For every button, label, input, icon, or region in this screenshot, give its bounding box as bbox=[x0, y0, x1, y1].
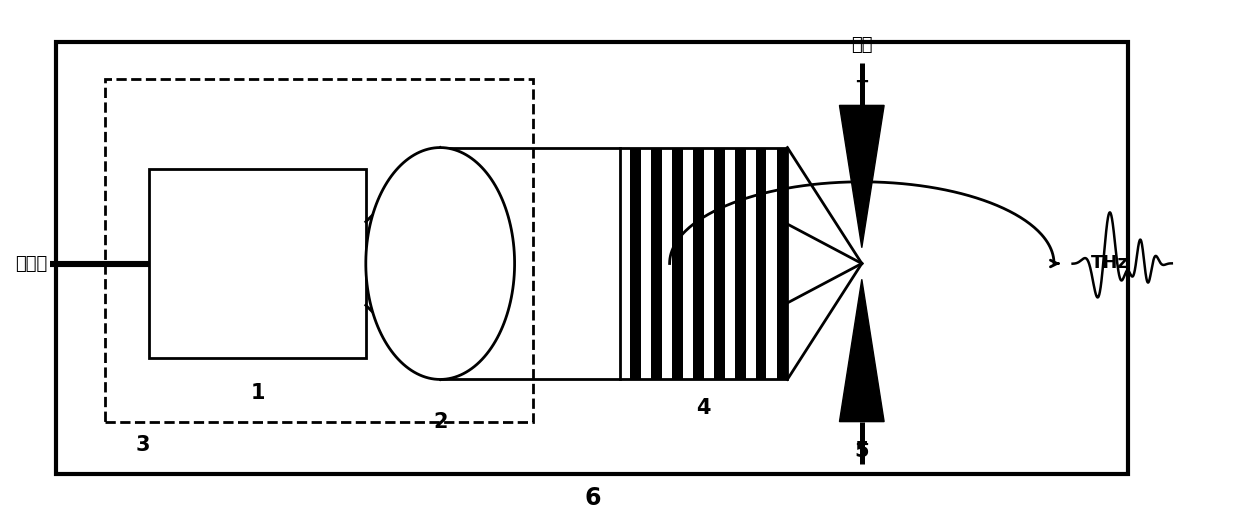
Bar bbox=[704, 148, 714, 379]
Bar bbox=[56, 42, 1128, 474]
Bar bbox=[683, 148, 693, 379]
Text: THz: THz bbox=[1091, 255, 1130, 272]
Bar bbox=[620, 148, 787, 379]
Text: 4: 4 bbox=[696, 398, 711, 418]
Text: 1: 1 bbox=[250, 383, 265, 403]
Text: 6: 6 bbox=[584, 486, 601, 510]
Text: 电流: 电流 bbox=[851, 36, 873, 54]
Bar bbox=[105, 79, 533, 422]
Polygon shape bbox=[366, 148, 515, 379]
Text: +: + bbox=[854, 73, 869, 91]
Bar bbox=[662, 148, 672, 379]
Bar bbox=[766, 148, 777, 379]
Bar bbox=[745, 148, 756, 379]
Bar bbox=[641, 148, 651, 379]
Text: 探测光: 探测光 bbox=[15, 255, 47, 272]
Bar bbox=[149, 169, 366, 358]
Text: −: − bbox=[854, 436, 869, 454]
Polygon shape bbox=[839, 105, 884, 248]
Text: 3: 3 bbox=[135, 435, 150, 455]
Text: 5: 5 bbox=[854, 441, 869, 461]
Bar bbox=[620, 148, 787, 379]
Bar bbox=[724, 148, 735, 379]
Text: 2: 2 bbox=[433, 412, 448, 432]
Bar bbox=[620, 148, 630, 379]
Polygon shape bbox=[839, 279, 884, 422]
